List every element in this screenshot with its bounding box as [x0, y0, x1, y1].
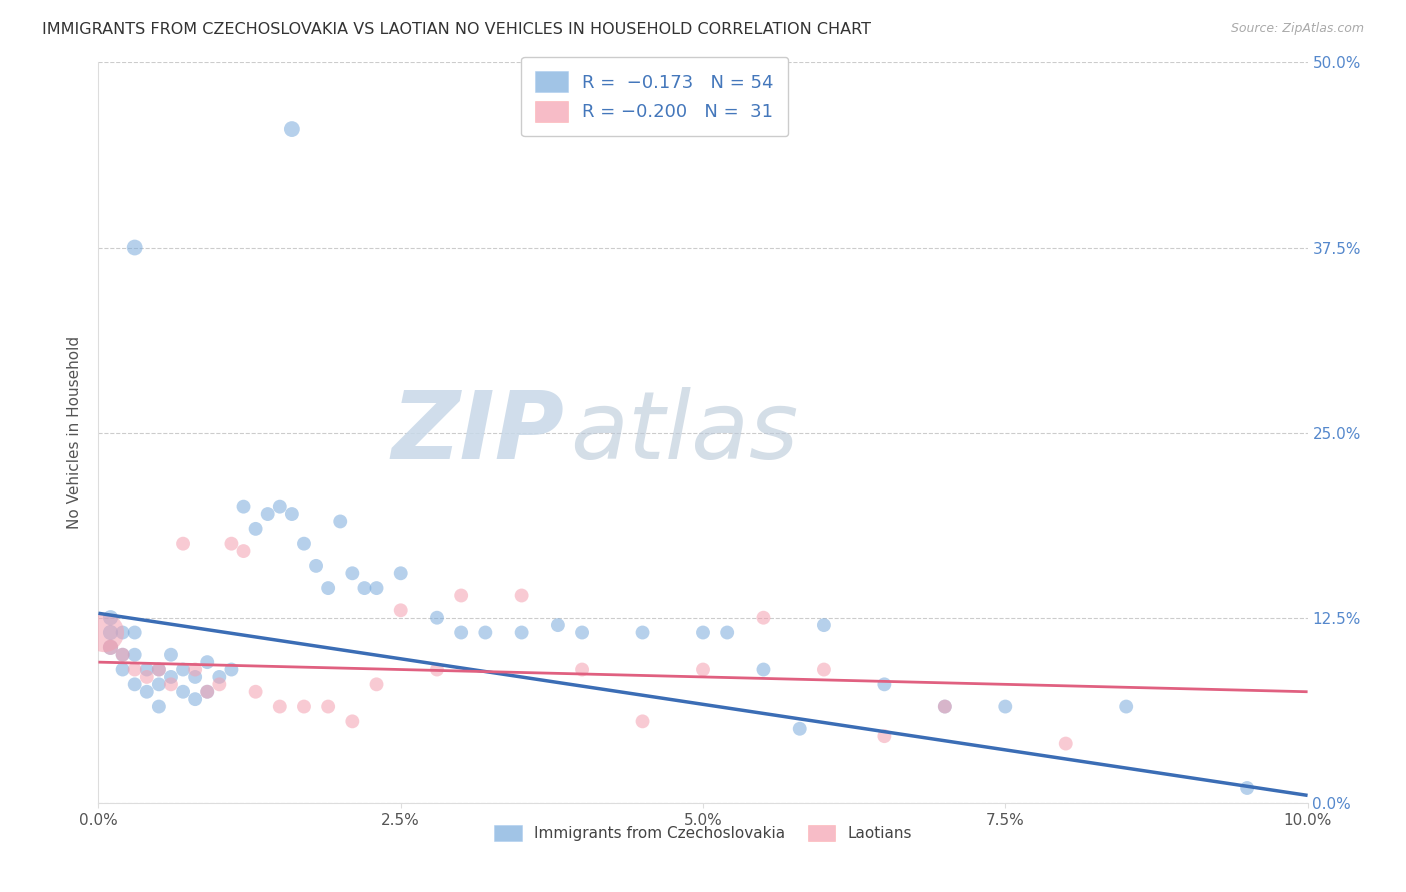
- Point: [172, 663, 194, 677]
- Point: [281, 507, 304, 521]
- Point: [450, 625, 472, 640]
- Point: [329, 515, 352, 529]
- Point: [934, 699, 956, 714]
- Text: Source: ZipAtlas.com: Source: ZipAtlas.com: [1230, 22, 1364, 36]
- Text: atlas: atlas: [569, 387, 799, 478]
- Point: [547, 618, 569, 632]
- Point: [281, 122, 304, 136]
- Point: [111, 648, 134, 662]
- Point: [269, 500, 291, 514]
- Point: [232, 544, 254, 558]
- Point: [124, 625, 146, 640]
- Point: [789, 722, 811, 736]
- Point: [148, 663, 170, 677]
- Point: [160, 648, 183, 662]
- Point: [716, 625, 738, 640]
- Point: [1115, 699, 1137, 714]
- Point: [184, 670, 207, 684]
- Legend: Immigrants from Czechoslovakia, Laotians: Immigrants from Czechoslovakia, Laotians: [488, 819, 918, 847]
- Point: [160, 677, 183, 691]
- Point: [571, 663, 593, 677]
- Point: [366, 581, 388, 595]
- Y-axis label: No Vehicles in Household: No Vehicles in Household: [67, 336, 83, 529]
- Point: [232, 500, 254, 514]
- Point: [426, 610, 449, 624]
- Point: [195, 685, 218, 699]
- Point: [389, 566, 412, 581]
- Point: [124, 677, 146, 691]
- Point: [111, 625, 134, 640]
- Point: [353, 581, 375, 595]
- Point: [100, 610, 122, 624]
- Point: [135, 685, 157, 699]
- Point: [510, 589, 533, 603]
- Point: [1236, 780, 1258, 795]
- Point: [752, 610, 775, 624]
- Point: [195, 655, 218, 669]
- Point: [873, 729, 896, 743]
- Point: [292, 536, 315, 550]
- Point: [316, 581, 339, 595]
- Point: [160, 670, 183, 684]
- Point: [692, 663, 714, 677]
- Point: [172, 536, 194, 550]
- Text: IMMIGRANTS FROM CZECHOSLOVAKIA VS LAOTIAN NO VEHICLES IN HOUSEHOLD CORRELATION C: IMMIGRANTS FROM CZECHOSLOVAKIA VS LAOTIA…: [42, 22, 872, 37]
- Point: [135, 670, 157, 684]
- Point: [100, 640, 122, 655]
- Point: [631, 714, 654, 729]
- Point: [195, 685, 218, 699]
- Point: [342, 566, 364, 581]
- Point: [124, 240, 146, 255]
- Point: [474, 625, 496, 640]
- Point: [148, 699, 170, 714]
- Point: [571, 625, 593, 640]
- Point: [221, 536, 243, 550]
- Point: [426, 663, 449, 677]
- Point: [342, 714, 364, 729]
- Point: [184, 663, 207, 677]
- Point: [631, 625, 654, 640]
- Point: [813, 618, 835, 632]
- Point: [305, 558, 328, 573]
- Point: [389, 603, 412, 617]
- Point: [124, 663, 146, 677]
- Point: [450, 589, 472, 603]
- Point: [111, 648, 134, 662]
- Point: [752, 663, 775, 677]
- Point: [994, 699, 1017, 714]
- Point: [148, 663, 170, 677]
- Point: [111, 663, 134, 677]
- Point: [1054, 737, 1077, 751]
- Point: [100, 625, 122, 640]
- Point: [813, 663, 835, 677]
- Point: [221, 663, 243, 677]
- Point: [135, 663, 157, 677]
- Text: ZIP: ZIP: [391, 386, 564, 479]
- Point: [934, 699, 956, 714]
- Point: [245, 685, 267, 699]
- Point: [316, 699, 339, 714]
- Point: [208, 677, 231, 691]
- Point: [256, 507, 278, 521]
- Point: [245, 522, 267, 536]
- Point: [292, 699, 315, 714]
- Point: [366, 677, 388, 691]
- Point: [510, 625, 533, 640]
- Point: [692, 625, 714, 640]
- Point: [269, 699, 291, 714]
- Point: [93, 625, 115, 640]
- Point: [184, 692, 207, 706]
- Point: [873, 677, 896, 691]
- Point: [100, 640, 122, 655]
- Point: [172, 685, 194, 699]
- Point: [148, 677, 170, 691]
- Point: [208, 670, 231, 684]
- Point: [124, 648, 146, 662]
